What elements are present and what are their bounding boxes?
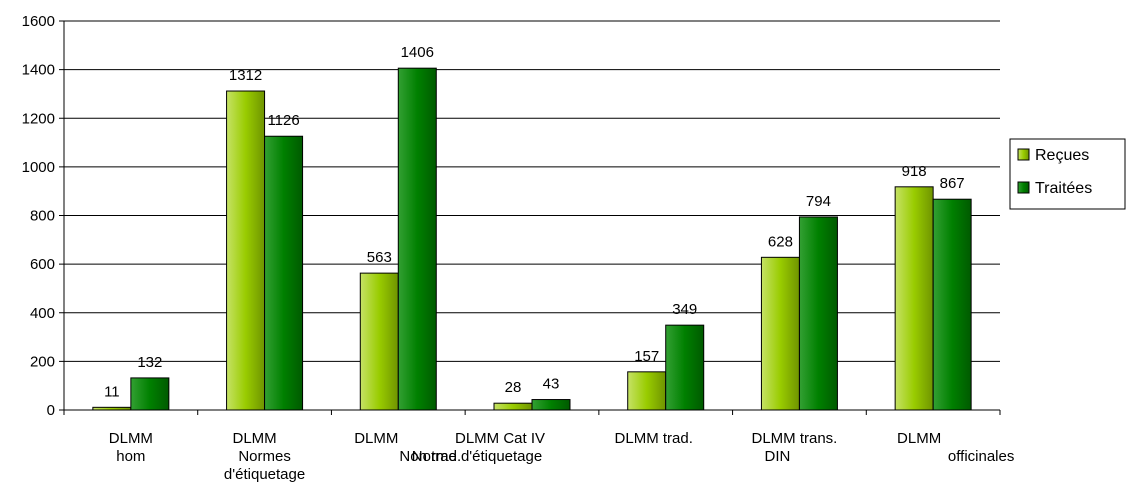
y-tick-label: 600: [30, 256, 55, 273]
bar-recues: [493, 402, 533, 411]
bar-traitees: [397, 67, 437, 411]
y-tick-label: 200: [30, 353, 55, 370]
data-label: 794: [806, 193, 831, 210]
bar-traitees: [130, 377, 170, 411]
data-label: 1126: [267, 112, 299, 129]
x-category-label: DLMM trans.: [751, 430, 837, 447]
bar-traitees: [264, 135, 304, 411]
y-tick-label: 1200: [22, 110, 55, 127]
x-category-label: d'étiquetage: [224, 466, 305, 483]
legend-label: Reçues: [1035, 147, 1089, 164]
bar-recues: [894, 186, 934, 411]
data-label: 157: [634, 348, 659, 365]
data-label: 132: [137, 354, 162, 371]
bar-recues: [760, 256, 800, 411]
bar-traitees: [798, 216, 838, 411]
data-label: 11: [104, 383, 120, 400]
bar-traitees: [531, 399, 571, 411]
bars: [92, 67, 972, 411]
data-label: 918: [902, 163, 927, 180]
axes: [59, 20, 1001, 415]
x-category-label: Normes: [238, 448, 291, 465]
y-tick-label: 400: [30, 305, 55, 322]
bar-traitees: [932, 198, 972, 411]
x-category-label: DLMM: [109, 430, 153, 447]
x-category-label: Norme d'étiquetage: [412, 448, 542, 465]
y-tick-label: 0: [47, 402, 55, 419]
bar-recues: [627, 371, 667, 411]
x-category-label: DLMM trad.: [615, 430, 693, 447]
x-category-label: hom: [116, 448, 145, 465]
y-tick-label: 1600: [22, 13, 55, 30]
data-label: 1406: [401, 44, 434, 61]
x-category-label: DLMM: [354, 430, 398, 447]
x-category-label: Non trad.: [399, 448, 461, 465]
data-label: 349: [672, 301, 697, 318]
gridlines: [64, 20, 1000, 362]
y-tick-label: 1000: [22, 159, 55, 176]
legend: Reçues Traitées: [1009, 138, 1126, 210]
x-category-label: DIN: [765, 448, 791, 465]
bar-recues: [226, 90, 266, 411]
data-label: 628: [768, 233, 793, 250]
bar-recues: [359, 272, 399, 411]
legend-label: Traitées: [1035, 180, 1092, 197]
data-label: 867: [940, 175, 965, 192]
bar-traitees: [665, 324, 705, 411]
y-tick-label: 1400: [22, 62, 55, 79]
data-label: 28: [505, 379, 522, 396]
data-label: 1312: [229, 67, 262, 84]
x-category-label: DLMM: [897, 430, 941, 447]
x-category-label: DLMM Cat IV: [455, 430, 545, 447]
x-category-label: DLMM: [232, 430, 276, 447]
legend-swatch: [1017, 148, 1030, 161]
data-labels: 11 132 1312 1126 563 1406 28 43 157 349 628 794 918 8…: [104, 44, 965, 400]
x-category-label: officinales: [948, 448, 1014, 465]
bar-recues: [92, 406, 132, 411]
data-label: 563: [367, 249, 392, 266]
data-label: 43: [543, 376, 560, 393]
legend-swatch: [1017, 181, 1030, 194]
y-tick-labels: 0 200 400 600 800 1000 1200 1400 1600: [22, 13, 55, 419]
y-tick-label: 800: [30, 208, 55, 225]
